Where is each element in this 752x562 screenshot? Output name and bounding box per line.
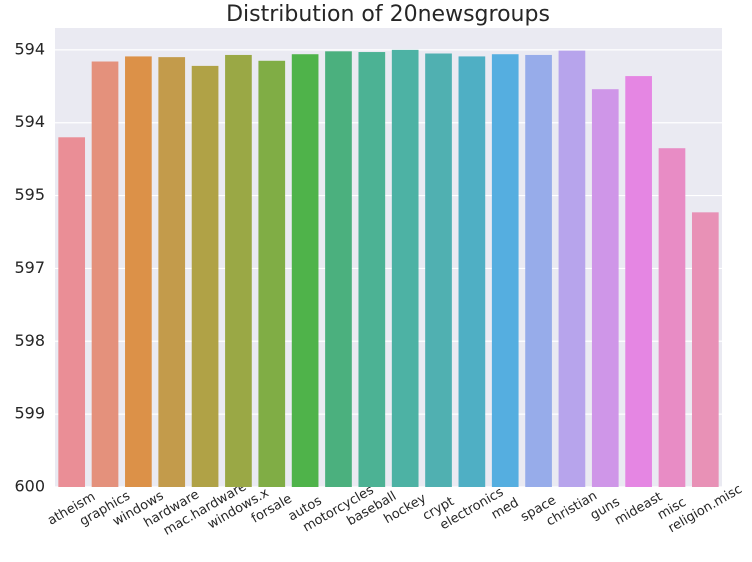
bar — [91, 61, 119, 488]
bar — [158, 57, 186, 488]
bar — [525, 54, 552, 487]
y-tick-label: 594 — [14, 112, 45, 131]
bar — [225, 54, 252, 487]
y-tick-label: 599 — [14, 404, 45, 423]
bar — [125, 56, 152, 488]
chart-title: Distribution of 20newsgroups — [226, 2, 550, 27]
y-tick-label: 598 — [14, 331, 45, 350]
bar — [325, 51, 352, 488]
bar — [491, 54, 519, 487]
y-tick-label: 597 — [14, 258, 45, 277]
bar — [458, 56, 486, 488]
bar — [291, 54, 319, 487]
bar — [258, 60, 286, 488]
bar — [625, 76, 652, 487]
y-tick-label: 594 — [14, 39, 45, 58]
bar — [58, 137, 86, 488]
y-tick-label: 600 — [14, 477, 45, 496]
bar — [191, 65, 219, 487]
bar — [391, 49, 419, 487]
bar — [425, 53, 452, 487]
bar — [691, 212, 719, 488]
bar — [558, 50, 586, 487]
plot-background — [55, 28, 722, 487]
bar — [591, 89, 619, 487]
bar — [658, 148, 686, 487]
y-tick-label: 595 — [14, 185, 45, 204]
bar — [358, 52, 386, 488]
